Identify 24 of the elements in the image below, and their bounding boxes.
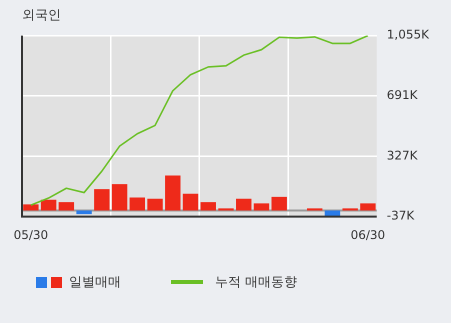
y-tick-label: 691K — [386, 88, 419, 102]
bar — [58, 202, 74, 210]
bar — [271, 196, 287, 210]
x-tick-label: 05/30 — [14, 228, 48, 242]
bar — [76, 210, 92, 214]
chart-title: 외국인 — [22, 8, 61, 24]
x-tick-label: 06/30 — [350, 228, 386, 242]
legend-label: 누적 매매동향 — [215, 274, 298, 291]
y-tick-label: -37K — [386, 208, 416, 223]
bar — [40, 200, 56, 210]
bar — [94, 189, 110, 210]
bar — [236, 198, 252, 210]
bar — [360, 203, 376, 210]
y-tick-label: 1,055K — [386, 28, 430, 42]
bar — [254, 203, 270, 210]
y-tick-label: 327K — [386, 148, 419, 162]
bar — [200, 202, 216, 210]
bar — [165, 175, 180, 210]
legend-label: 일별매매 — [69, 274, 121, 291]
bar — [23, 204, 39, 210]
bar — [147, 198, 163, 210]
bar — [130, 198, 146, 210]
bar — [182, 194, 198, 210]
bar — [112, 184, 128, 210]
